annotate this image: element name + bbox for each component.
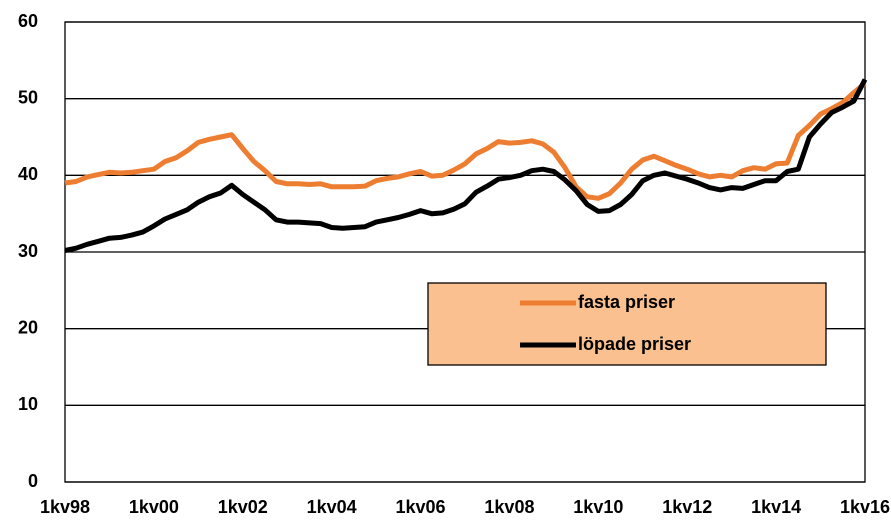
y-tick-label: 40 bbox=[18, 164, 38, 184]
x-tick-label: 1kv98 bbox=[40, 497, 90, 517]
y-tick-label: 10 bbox=[18, 394, 38, 414]
line-series bbox=[64, 81, 867, 201]
legend-label: löpade priser bbox=[578, 334, 691, 354]
x-tick-label: 1kv06 bbox=[396, 497, 446, 517]
y-tick-label: 60 bbox=[18, 11, 38, 31]
y-tick-label: 20 bbox=[18, 317, 38, 337]
x-tick-label: 1kv04 bbox=[307, 497, 357, 517]
x-tick-label: 1kv02 bbox=[218, 497, 268, 517]
legend-label: fasta priser bbox=[578, 292, 675, 312]
x-tick-label: 1kv14 bbox=[751, 497, 801, 517]
x-tick-label: 1kv00 bbox=[129, 497, 179, 517]
line-series bbox=[64, 78, 868, 253]
x-tick-label: 1kv08 bbox=[484, 497, 534, 517]
y-tick-label: 30 bbox=[18, 241, 38, 261]
legend-box bbox=[427, 282, 827, 366]
x-tick-label: 1kv16 bbox=[840, 497, 890, 517]
plot-border bbox=[64, 21, 866, 483]
y-tick-label: 50 bbox=[18, 87, 38, 107]
x-tick-label: 1kv10 bbox=[573, 497, 623, 517]
x-tick-label: 1kv12 bbox=[662, 497, 712, 517]
y-tick-label: 0 bbox=[28, 471, 38, 491]
